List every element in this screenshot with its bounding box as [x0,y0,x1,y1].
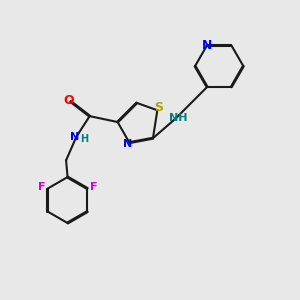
Text: N: N [123,139,133,149]
Text: H: H [81,134,89,144]
Text: NH: NH [169,113,188,124]
Text: O: O [64,94,74,107]
Text: N: N [202,39,212,52]
Text: F: F [90,182,97,192]
Text: N: N [70,132,80,142]
Text: F: F [38,182,46,192]
Text: S: S [154,101,163,114]
